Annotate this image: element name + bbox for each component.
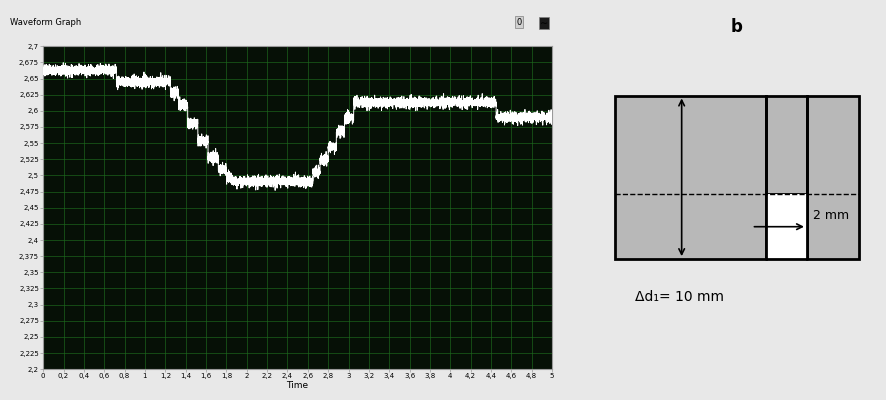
Bar [766, 194, 806, 259]
Bar [766, 96, 806, 194]
Text: Δd₁= 10 mm: Δd₁= 10 mm [634, 290, 723, 304]
Text: b: b [730, 18, 742, 36]
Text: ∼: ∼ [540, 18, 548, 28]
Bar [806, 96, 859, 259]
Text: Waveform Graph: Waveform Graph [10, 18, 82, 27]
Bar [614, 96, 766, 259]
Text: 0: 0 [516, 18, 521, 27]
X-axis label: Time: Time [286, 381, 308, 390]
Text: 2 mm: 2 mm [812, 209, 848, 222]
